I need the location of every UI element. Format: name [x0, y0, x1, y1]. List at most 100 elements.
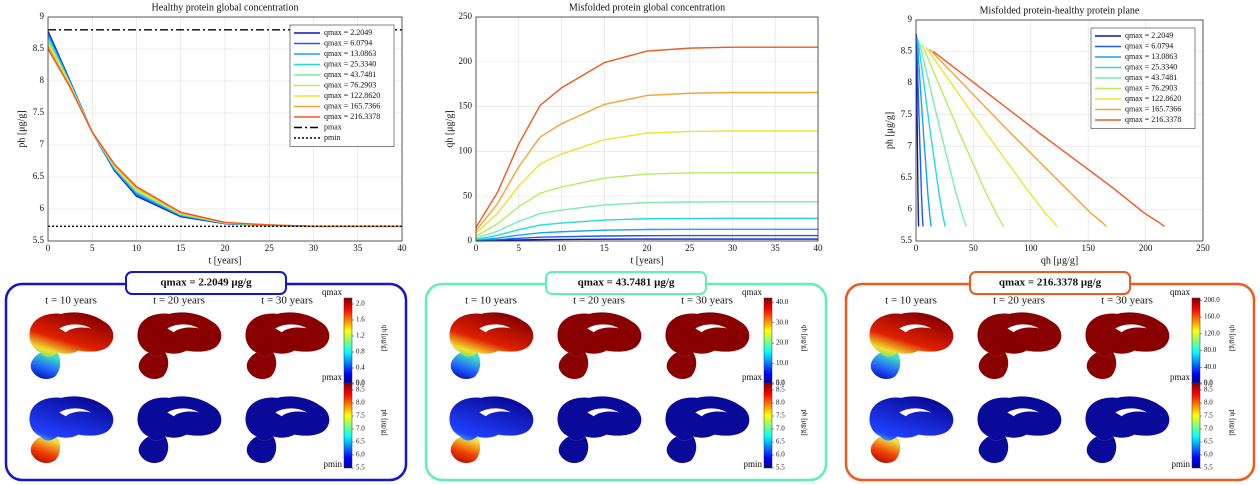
brain-lower — [138, 352, 169, 380]
series-line — [915, 33, 920, 227]
brain-cortex — [557, 396, 642, 441]
series-line — [928, 48, 1107, 227]
brain-ventricle — [479, 408, 511, 417]
legend-label: pmin — [324, 133, 340, 142]
x-tick-label: 40 — [398, 243, 408, 253]
x-tick-label: 200 — [1139, 243, 1153, 253]
series-line — [917, 40, 946, 227]
y-tick-label: 7.5 — [33, 107, 45, 117]
brain-cortex — [245, 396, 330, 441]
colorbar-tick-label: 7.5 — [356, 412, 365, 420]
x-tick-label: 35 — [353, 243, 363, 253]
colorbar-tick-label: 0.0 — [1204, 380, 1213, 388]
brain-cortex — [557, 312, 642, 357]
legend-label: qmax = 76.2903 — [1125, 83, 1177, 92]
brain-cortex — [29, 396, 114, 441]
brain-lower — [1086, 352, 1117, 380]
brain-cortex — [1085, 312, 1170, 357]
legend-label: qmax = 43.7481 — [324, 70, 376, 79]
x-tick-label: 50 — [969, 243, 979, 253]
colorbar-tick-label: 6.0 — [1204, 451, 1213, 459]
y-tick-label: 200 — [459, 56, 473, 66]
colorbar-tick-label: 40.0 — [1204, 363, 1217, 371]
colorbar-tick-label: 7.0 — [776, 425, 785, 433]
brain-ventricle — [275, 324, 307, 333]
legend-label: qmax = 2.2049 — [1125, 31, 1173, 40]
panel-header-box — [969, 271, 1131, 295]
brain — [245, 312, 330, 380]
colorbar-tick-label: 1.6 — [356, 316, 365, 324]
colorbar-tick-label: 0.0 — [356, 380, 365, 388]
legend-label: qmax = 13.0863 — [324, 49, 376, 58]
panel-header: qmax = 43.7481 μg/g — [578, 277, 675, 289]
brain-lower — [978, 436, 1009, 464]
brain-lower — [246, 436, 277, 464]
brain-lower — [246, 352, 277, 380]
series-line — [932, 51, 1165, 228]
series-line — [475, 130, 818, 234]
brain-lower — [558, 436, 589, 464]
legend-label: pmax — [324, 122, 342, 131]
brain — [977, 312, 1062, 380]
colorbar-tick-label: 8.5 — [776, 386, 785, 394]
y-tick-label: 6.5 — [901, 172, 913, 182]
brain-ventricle — [1115, 324, 1147, 333]
chart-title: Misfolded protein-healthy protein plane — [980, 5, 1140, 16]
x-tick-label: 0 — [46, 243, 51, 253]
y-tick-label: 6 — [908, 203, 913, 213]
x-axis-label: qh [μg/g] — [1041, 255, 1078, 266]
colorbar-top-label: qmax — [322, 287, 342, 297]
y-axis-label: ph [μg/g] — [16, 110, 27, 147]
y-tick-label: 8 — [40, 75, 45, 85]
colorbar-tick-label: 0.4 — [356, 364, 365, 372]
brain — [665, 396, 750, 464]
brain-lower — [978, 352, 1009, 380]
time-label: t = 10 years — [885, 295, 937, 307]
colorbar-tick-label: 6.5 — [356, 438, 365, 446]
y-tick-label: 9 — [40, 11, 45, 21]
colorbar — [1191, 297, 1201, 385]
colorbar-tick-label: 7.0 — [1204, 425, 1213, 433]
brain — [449, 396, 534, 464]
y-tick-label: 100 — [459, 145, 473, 155]
series-line — [475, 201, 818, 239]
colorbar-tick-label: 6.0 — [776, 451, 785, 459]
plot-frame — [475, 16, 819, 242]
brain-ventricle — [587, 408, 619, 417]
time-label: t = 30 years — [1101, 295, 1153, 307]
x-tick-label: 30 — [309, 243, 319, 253]
legend-label: qmax = 122.8620 — [324, 91, 380, 100]
y-tick-label: 8 — [908, 77, 913, 87]
colorbar-tick-label: 200.0 — [1204, 296, 1220, 304]
x-tick-label: 25 — [685, 243, 695, 253]
x-tick-label: 15 — [600, 243, 610, 253]
legend-label: qmax = 165.7366 — [324, 101, 380, 110]
colorbar-label: qh [μg/g] — [1228, 325, 1236, 351]
brain — [977, 396, 1062, 464]
brain-ventricle — [695, 324, 727, 333]
legend-label: qmax = 43.7481 — [1125, 73, 1177, 82]
brain-cortex — [977, 396, 1062, 441]
brain-lower — [558, 352, 589, 380]
legend-label: qmax = 216.3378 — [324, 112, 380, 121]
brain-ventricle — [587, 324, 619, 333]
y-tick-label: 7 — [40, 139, 45, 149]
brain-ventricle — [899, 408, 931, 417]
y-axis-label: ph [μg/g] — [884, 112, 895, 149]
panel-header-box — [545, 271, 707, 295]
colorbar-tick-label: 7.5 — [776, 412, 785, 420]
x-tick-label: 0 — [474, 243, 479, 253]
colorbar-tick-label: 8.0 — [356, 399, 365, 407]
y-tick-label: 150 — [459, 101, 473, 111]
panel-header-box — [125, 271, 287, 295]
colorbar — [343, 297, 353, 385]
legend-label: qmax = 6.0794 — [324, 38, 372, 47]
time-label: t = 10 years — [45, 295, 97, 307]
colorbar-tick-label: 7.0 — [356, 425, 365, 433]
colorbar — [763, 297, 773, 385]
y-tick-label: 9 — [908, 14, 913, 24]
x-tick-label: 20 — [643, 243, 653, 253]
x-tick-label: 15 — [176, 243, 186, 253]
colorbar-tick-label: 160.0 — [1204, 313, 1220, 321]
time-label: t = 20 years — [573, 295, 625, 307]
